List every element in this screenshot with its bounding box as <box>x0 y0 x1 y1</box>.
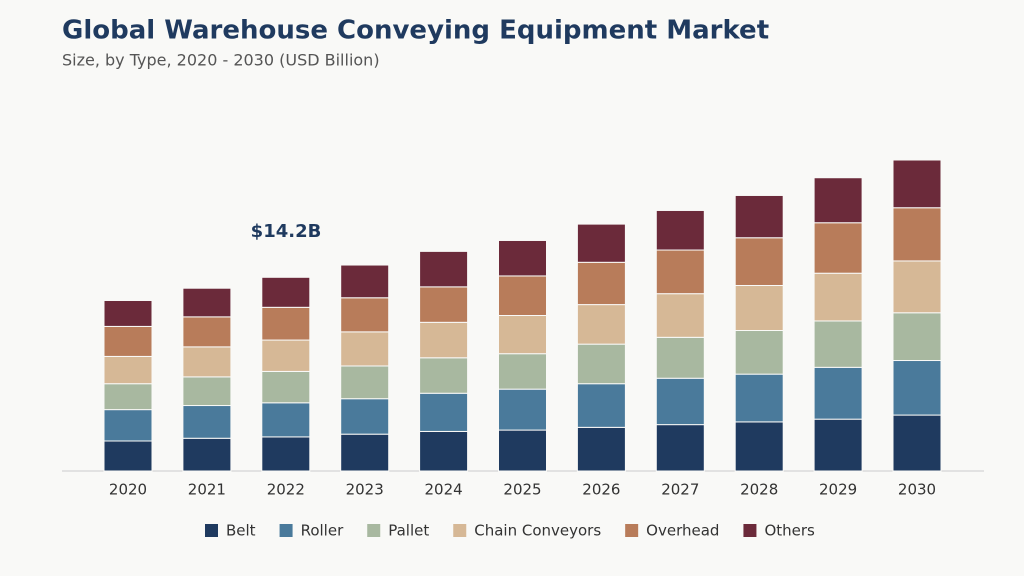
bar-segment <box>813 366 863 420</box>
legend-label: Others <box>764 522 815 540</box>
bar-segment <box>655 209 705 251</box>
legend-swatch <box>743 524 757 537</box>
legend-swatch <box>279 524 293 537</box>
bar-segment <box>892 312 942 362</box>
bar-segment <box>655 424 705 472</box>
bar-segment <box>576 426 626 472</box>
bar-segment <box>103 409 153 442</box>
bar-segment <box>182 376 232 407</box>
bar-segment <box>103 383 153 411</box>
bar-segment <box>734 237 784 286</box>
bar-segment <box>576 261 626 306</box>
bar-segment <box>576 223 626 263</box>
bar-segment <box>655 249 705 295</box>
bar-segment <box>892 260 942 314</box>
bar-segment <box>419 430 469 472</box>
x-tick-label: 2025 <box>503 481 541 499</box>
bar-segment <box>498 315 547 355</box>
bar-segment <box>340 433 390 472</box>
legend-swatch <box>625 524 639 537</box>
bar-segment <box>813 418 863 472</box>
bar-segment <box>103 325 153 357</box>
x-tick-label: 2029 <box>819 481 857 499</box>
annotation: $14.2B <box>251 221 322 242</box>
bar-segment <box>340 264 390 299</box>
bar-segment <box>498 239 547 277</box>
bar-segment <box>892 159 942 209</box>
bar-segment <box>892 207 942 262</box>
bar-segment <box>182 405 232 439</box>
bar-segment <box>261 306 311 341</box>
bar-segment <box>340 297 390 333</box>
bar-segment <box>103 440 153 472</box>
legend-label: Overhead <box>646 522 719 540</box>
bar-segment <box>498 353 547 390</box>
bar-segment <box>340 365 390 400</box>
bar-segment <box>182 316 232 348</box>
bar-segment <box>734 194 784 239</box>
x-tick-label: 2021 <box>188 481 226 499</box>
bar-segment <box>261 276 311 308</box>
bar-segment <box>261 436 311 472</box>
bar-segment <box>261 402 311 438</box>
bar-segment <box>261 370 311 404</box>
legend-label: Chain Conveyors <box>474 522 601 540</box>
bar-segment <box>813 177 863 224</box>
bar-segment <box>813 320 863 368</box>
bar-segment <box>261 339 311 372</box>
bar-segment <box>576 343 626 385</box>
bar-segment <box>419 250 469 288</box>
x-tick-label: 2026 <box>582 481 620 499</box>
bar-segment <box>655 377 705 426</box>
chart-subtitle: Size, by Type, 2020 - 2030 (USD Billion) <box>62 51 380 70</box>
legend-swatch <box>453 524 467 537</box>
bar-segment <box>182 346 232 378</box>
bar-segment <box>498 275 547 317</box>
bar-segment <box>576 383 626 428</box>
bar-segment <box>182 437 232 472</box>
bar-segment <box>182 287 232 318</box>
bar-segment <box>813 272 863 322</box>
legend-swatch <box>367 524 381 537</box>
bar-segment <box>103 299 153 327</box>
bar-segment <box>576 304 626 345</box>
bar-segment <box>892 414 942 472</box>
chart-title: Global Warehouse Conveying Equipment Mar… <box>62 16 769 46</box>
bar-segment <box>655 336 705 379</box>
x-tick-label: 2023 <box>346 481 384 499</box>
legend-label: Roller <box>301 522 344 540</box>
x-tick-label: 2027 <box>661 481 699 499</box>
bar-segment <box>419 321 469 359</box>
legend-label: Pallet <box>388 522 429 540</box>
bar-segment <box>734 373 784 423</box>
x-tick-label: 2028 <box>740 481 778 499</box>
legend-label: Belt <box>226 522 256 540</box>
bar-segment <box>813 222 863 274</box>
legend-swatch <box>205 524 218 537</box>
bar-segment <box>498 388 547 431</box>
bar-segment <box>340 331 390 367</box>
bar-segment <box>892 360 942 416</box>
bar-segment <box>734 284 784 332</box>
x-tick-label: 2030 <box>898 481 936 499</box>
bar-segment <box>734 330 784 375</box>
bar-segment <box>498 429 547 472</box>
bar-segment <box>655 293 705 338</box>
bar-segment <box>419 392 469 432</box>
bar-segment <box>419 357 469 394</box>
x-tick-label: 2022 <box>267 481 305 499</box>
bar-segment <box>340 398 390 435</box>
bar-segment <box>103 355 153 385</box>
x-tick-label: 2024 <box>425 481 463 499</box>
bar-segment <box>734 421 784 472</box>
x-tick-label: 2020 <box>109 481 147 499</box>
bar-segment <box>419 286 469 323</box>
